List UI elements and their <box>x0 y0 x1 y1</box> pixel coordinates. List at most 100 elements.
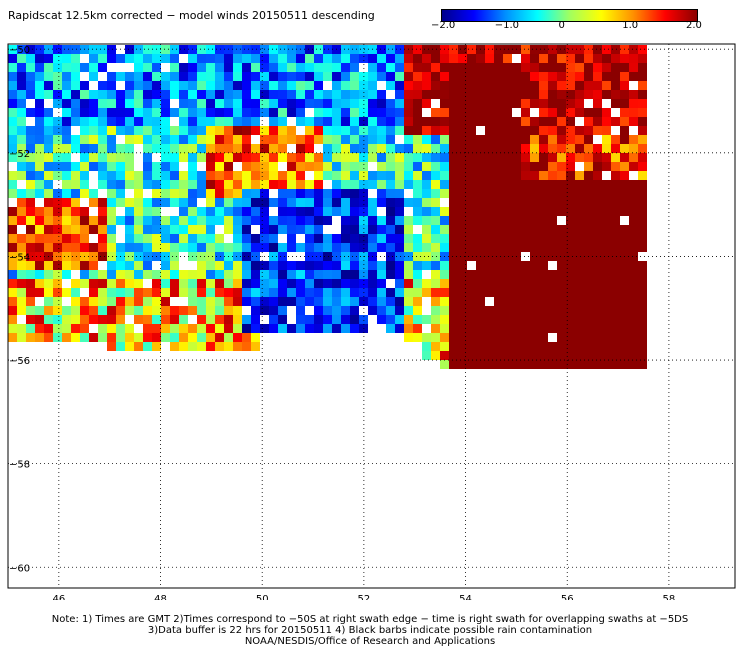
swath-cell <box>548 135 557 144</box>
swath-cell <box>530 270 539 279</box>
swath-cell <box>53 45 62 54</box>
swath-cell <box>332 144 341 153</box>
swath-cell <box>503 144 512 153</box>
swath-cell <box>107 108 116 117</box>
swath-cell <box>188 189 197 198</box>
swath-cell <box>89 54 98 63</box>
swath-cell <box>566 270 575 279</box>
swath-cell <box>206 261 215 270</box>
swath-cell <box>233 117 242 126</box>
swath-cell <box>413 126 422 135</box>
swath-cell <box>314 189 323 198</box>
swath-cell <box>143 72 152 81</box>
swath-cell <box>449 216 458 225</box>
swath-cell <box>431 306 440 315</box>
swath-cell <box>8 243 17 252</box>
swath-cell <box>215 288 224 297</box>
swath-cell <box>332 189 341 198</box>
swath-cell <box>575 333 584 342</box>
swath-cell <box>296 297 305 306</box>
swath-cell <box>638 306 647 315</box>
swath-cell <box>377 270 386 279</box>
swath-cell <box>368 198 377 207</box>
swath-cell <box>224 342 233 351</box>
swath-cell <box>512 342 521 351</box>
swath-cell <box>638 360 647 369</box>
swath-cell <box>143 234 152 243</box>
swath-cell <box>530 216 539 225</box>
swath-cell <box>251 261 260 270</box>
swath-cell <box>206 216 215 225</box>
swath-cell <box>8 90 17 99</box>
swath-cell <box>296 261 305 270</box>
swath-cell <box>494 351 503 360</box>
swath-cell <box>314 153 323 162</box>
swath-cell <box>53 189 62 198</box>
swath-cell <box>188 333 197 342</box>
swath-cell <box>440 108 449 117</box>
swath-cell <box>17 270 26 279</box>
swath-cell <box>458 108 467 117</box>
swath-cell <box>170 180 179 189</box>
swath-cell <box>404 135 413 144</box>
swath-cell <box>260 90 269 99</box>
swath-cell <box>197 117 206 126</box>
swath-cell <box>107 234 116 243</box>
swath-cell <box>530 54 539 63</box>
swath-cell <box>620 162 629 171</box>
swath-cell <box>62 54 71 63</box>
swath-cell <box>107 243 116 252</box>
swath-cell <box>206 117 215 126</box>
swath-cell <box>440 216 449 225</box>
swath-cell <box>584 117 593 126</box>
swath-cell <box>296 180 305 189</box>
swath-cell <box>125 342 134 351</box>
swath-cell <box>485 225 494 234</box>
swath-cell <box>170 324 179 333</box>
swath-cell <box>332 108 341 117</box>
swath-cell <box>584 342 593 351</box>
swath-cell <box>413 288 422 297</box>
swath-cell <box>116 261 125 270</box>
swath-cell <box>8 279 17 288</box>
swath-cell <box>638 270 647 279</box>
swath-cell <box>485 63 494 72</box>
swath-cell <box>458 252 467 261</box>
swath-cell <box>449 189 458 198</box>
swath-cell <box>179 81 188 90</box>
swath-cell <box>260 153 269 162</box>
swath-cell <box>287 63 296 72</box>
swath-cell <box>476 360 485 369</box>
swath-cell <box>8 99 17 108</box>
swath-cell <box>530 297 539 306</box>
swath-cell <box>197 81 206 90</box>
swath-cell <box>314 63 323 72</box>
swath-cell <box>116 162 125 171</box>
swath-cell <box>26 333 35 342</box>
swath-cell <box>548 63 557 72</box>
swath-cell <box>629 315 638 324</box>
swath-cell <box>440 270 449 279</box>
swath-cell <box>521 63 530 72</box>
swath-cell <box>440 297 449 306</box>
swath-cell <box>8 315 17 324</box>
swath-cell <box>413 261 422 270</box>
swath-cell <box>359 135 368 144</box>
swath-cell <box>530 324 539 333</box>
swath-cell <box>350 252 359 261</box>
swath-cell <box>494 144 503 153</box>
swath-cell <box>197 306 206 315</box>
swath-cell <box>395 315 404 324</box>
swath-cell <box>557 108 566 117</box>
swath-cell <box>116 117 125 126</box>
swath-cell <box>521 180 530 189</box>
swath-cell <box>80 270 89 279</box>
swath-cell <box>116 306 125 315</box>
swath-cell <box>188 162 197 171</box>
swath-cell <box>197 324 206 333</box>
swath-cell <box>107 171 116 180</box>
swath-cell <box>242 81 251 90</box>
swath-cell <box>476 180 485 189</box>
swath-cell <box>530 189 539 198</box>
swath-cell <box>71 234 80 243</box>
